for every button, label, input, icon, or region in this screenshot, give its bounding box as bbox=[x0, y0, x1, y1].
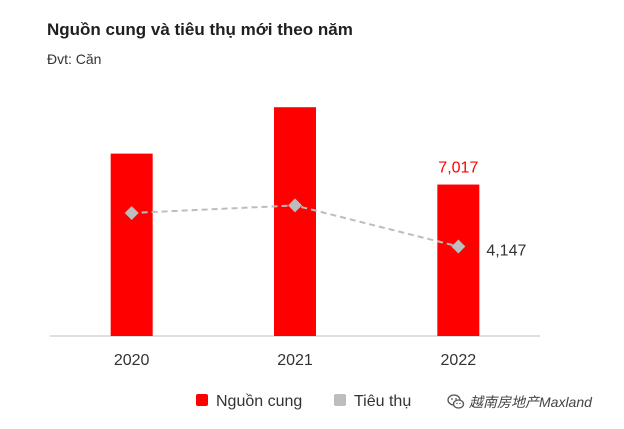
bar-data-label-2022: 7,017 bbox=[438, 160, 478, 177]
line-point-2022 bbox=[451, 239, 466, 254]
watermark-text: 越南房地产Maxland bbox=[469, 394, 592, 410]
x-tick-label-2022: 2022 bbox=[441, 352, 477, 369]
line-point-2020 bbox=[124, 205, 139, 220]
line-point-2021 bbox=[288, 198, 302, 213]
bar-2021 bbox=[274, 107, 316, 336]
legend-swatch-nguon-cung bbox=[196, 394, 208, 406]
legend-swatch-tieu-thu bbox=[334, 394, 346, 406]
legend-label-nguon-cung: Nguồn cung bbox=[216, 393, 302, 410]
bar-2022 bbox=[437, 184, 480, 336]
x-tick-label-2021: 2021 bbox=[277, 352, 313, 369]
x-tick-label-2020: 2020 bbox=[114, 352, 150, 369]
chart-title: Nguồn cung và tiêu thụ mới theo năm bbox=[47, 20, 353, 39]
bar-2020 bbox=[110, 153, 153, 336]
chart-unit: Đvt: Căn bbox=[47, 51, 102, 67]
watermark: 越南房地产Maxland bbox=[447, 392, 592, 412]
wechat-icon bbox=[447, 394, 465, 409]
legend-label-tieu-thu: Tiêu thụ bbox=[354, 393, 411, 410]
line-data-label-2022: 4,147 bbox=[486, 242, 526, 259]
